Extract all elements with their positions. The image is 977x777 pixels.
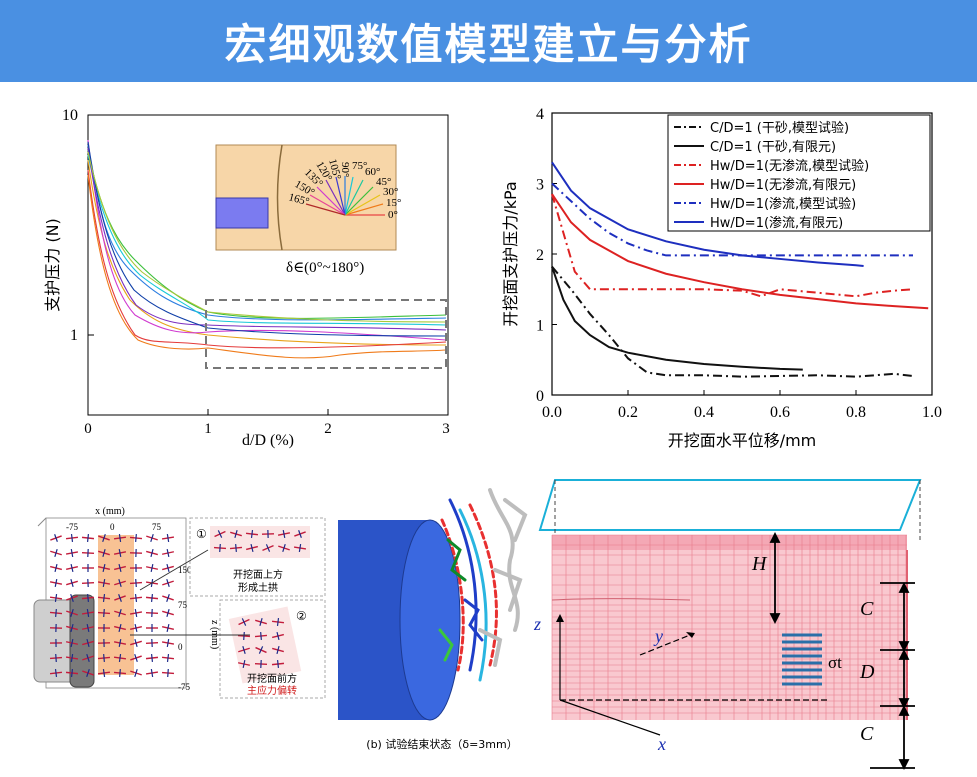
test-end-state-svg: (b) 试验结束状态（δ=3mm） bbox=[338, 488, 528, 751]
y-axis-label: 开挖面支护压力/kPa bbox=[501, 181, 520, 326]
stress-field-svg: x (mm) -75 0 75 150 75 0 -75 z (mm) ① 开挖… bbox=[33, 506, 326, 699]
axis-x-label: x bbox=[657, 734, 666, 754]
label-H: H bbox=[751, 553, 768, 575]
tunnel-face bbox=[69, 594, 95, 688]
label-sigma-t: σt bbox=[828, 653, 842, 672]
x-tick-3: 3 bbox=[442, 421, 450, 437]
support-pressure-svg: 10 1 0 1 2 3 d/D (%) 支护压力 (N) bbox=[43, 107, 450, 449]
shield-face bbox=[399, 519, 461, 721]
dimension-arrows bbox=[769, 531, 915, 770]
plot-frame bbox=[87, 114, 449, 416]
page-title: 宏细观数值模型建立与分析 bbox=[224, 19, 753, 69]
angle-label-60: 60° bbox=[365, 166, 380, 178]
angle-label-30: 30° bbox=[383, 186, 398, 198]
angle-label-165: 165° bbox=[287, 191, 310, 208]
series-line-5 bbox=[551, 161, 864, 267]
label-D: D bbox=[859, 661, 875, 683]
legend-label-2: Hw/D=1(无渗流,模型试验) bbox=[710, 158, 869, 174]
series-line-0 bbox=[551, 266, 914, 378]
y-tick-label: 3 bbox=[536, 177, 544, 194]
mesh-grid bbox=[551, 534, 907, 720]
y-tick-label: 0 bbox=[536, 388, 544, 405]
mesh-body bbox=[552, 535, 907, 720]
series-line-3 bbox=[551, 193, 929, 310]
panel-support-pressure-chart: 10 1 0 1 2 3 d/D (%) 支护压力 (N) bbox=[40, 100, 460, 455]
x-axis-label: d/D (%) bbox=[242, 432, 294, 449]
y-tick-10: 10 bbox=[62, 107, 78, 124]
x-tick-label: 0.6 bbox=[770, 404, 790, 421]
panel-fe-mesh: H C D C σt z y x bbox=[530, 470, 970, 770]
particle-chains bbox=[438, 498, 498, 682]
x-tick-label: 0.4 bbox=[694, 404, 714, 421]
x-tick-label: 0.0 bbox=[542, 404, 562, 421]
callout-1-caption-line1: 开挖面上方 bbox=[233, 568, 283, 581]
y-tick-label: 1 bbox=[536, 318, 544, 335]
legend-label-3: Hw/D=1(无渗流,有限元) bbox=[710, 178, 856, 193]
y-tick-label: 4 bbox=[536, 106, 544, 123]
inset-caption: δ∈(0°~180°) bbox=[286, 260, 364, 276]
angle-label-90: 90° bbox=[339, 162, 351, 177]
test-end-caption: (b) 试验结束状态（δ=3mm） bbox=[366, 737, 517, 751]
panel-test-end-state: (b) 试验结束状态（δ=3mm） bbox=[320, 480, 540, 755]
z-tick-150: 150 bbox=[178, 565, 192, 575]
legend-label-1: C/D=1 (干砂,有限元) bbox=[710, 140, 836, 155]
y-axis-label: 支护压力 (N) bbox=[43, 218, 62, 312]
inset-angle-diagram: 0° 15° 30° 45° 60° 75° 90° 105° 120° 135… bbox=[215, 144, 401, 276]
callout-2-marker: ② bbox=[296, 609, 307, 623]
x-axis-label: 开挖面水平位移/mm bbox=[668, 431, 817, 450]
x-axis-label: x (mm) bbox=[95, 506, 125, 517]
ground-surface bbox=[538, 479, 922, 531]
panel-stress-field: x (mm) -75 0 75 150 75 0 -75 z (mm) ① 开挖… bbox=[30, 480, 330, 700]
axis-triad bbox=[559, 620, 830, 736]
callout-2-caption-line2: 主应力偏转 bbox=[247, 684, 297, 697]
series-line-2 bbox=[551, 193, 914, 298]
legend-label-0: C/D=1 (干砂,模型试验) bbox=[710, 120, 849, 136]
x-tick-0: 0 bbox=[110, 522, 115, 532]
z-tick-neg75: -75 bbox=[178, 682, 190, 692]
axis-y-label: y bbox=[653, 626, 663, 646]
legend: C/D=1 (干砂,模型试验) C/D=1 (干砂,有限元) Hw/D=1(无渗流,… bbox=[667, 114, 931, 232]
label-C-bottom: C bbox=[860, 723, 874, 745]
x-tick-2: 2 bbox=[324, 421, 332, 437]
y-tick-1: 1 bbox=[70, 327, 78, 344]
x-tick-label: 0.8 bbox=[846, 404, 866, 421]
callout-1-marker: ① bbox=[196, 527, 207, 541]
z-tick-75: 75 bbox=[178, 600, 188, 610]
label-C-top: C bbox=[860, 598, 874, 620]
angle-label-75: 75° bbox=[352, 160, 367, 172]
x-tick-label: 1.0 bbox=[922, 404, 942, 421]
callout-2-caption-line1: 开挖面前方 bbox=[247, 672, 297, 685]
x-tick-0: 0 bbox=[84, 421, 92, 437]
x-tick-1: 1 bbox=[204, 421, 212, 437]
soil-network bbox=[478, 488, 528, 667]
panel-face-pressure-chart: 0 1 2 3 4 0.0 0.2 0.4 0.6 0.8 1.0 开挖面水平位移/mm 开挖面支… bbox=[500, 98, 962, 460]
callout-1-caption-line2: 形成土拱 bbox=[238, 581, 278, 594]
angle-label-45: 45° bbox=[376, 176, 391, 188]
series-line-1 bbox=[551, 266, 803, 371]
z-tick-0: 0 bbox=[178, 642, 183, 652]
angle-label-105: 105° bbox=[326, 158, 343, 181]
series-line-4 bbox=[551, 182, 913, 257]
axis-z-label: z bbox=[533, 614, 541, 634]
fe-mesh-svg: H C D C σt z y x bbox=[533, 479, 922, 770]
y-tick-label: 2 bbox=[536, 247, 544, 264]
title-banner: 宏细观数值模型建立与分析 bbox=[0, 0, 977, 82]
highlight-zone bbox=[98, 535, 134, 675]
legend-label-4: Hw/D=1(渗流,模型试验) bbox=[710, 196, 856, 212]
angle-label-15: 15° bbox=[386, 197, 401, 209]
angle-label-0: 0° bbox=[388, 209, 398, 221]
face-pressure-chart-svg: 0 1 2 3 4 0.0 0.2 0.4 0.6 0.8 1.0 开挖面水平位移/mm 开挖面支… bbox=[501, 106, 942, 450]
zoom-dashed-box bbox=[205, 299, 447, 369]
principal-stress-crosses bbox=[49, 533, 175, 678]
x-tick-neg75: -75 bbox=[66, 522, 78, 532]
legend-label-5: Hw/D=1(渗流,有限元) bbox=[710, 216, 843, 231]
pressure-curves bbox=[87, 139, 447, 359]
face-pressure-arrows bbox=[782, 633, 822, 686]
x-tick-75: 75 bbox=[152, 522, 162, 532]
x-tick-label: 0.2 bbox=[618, 404, 638, 421]
